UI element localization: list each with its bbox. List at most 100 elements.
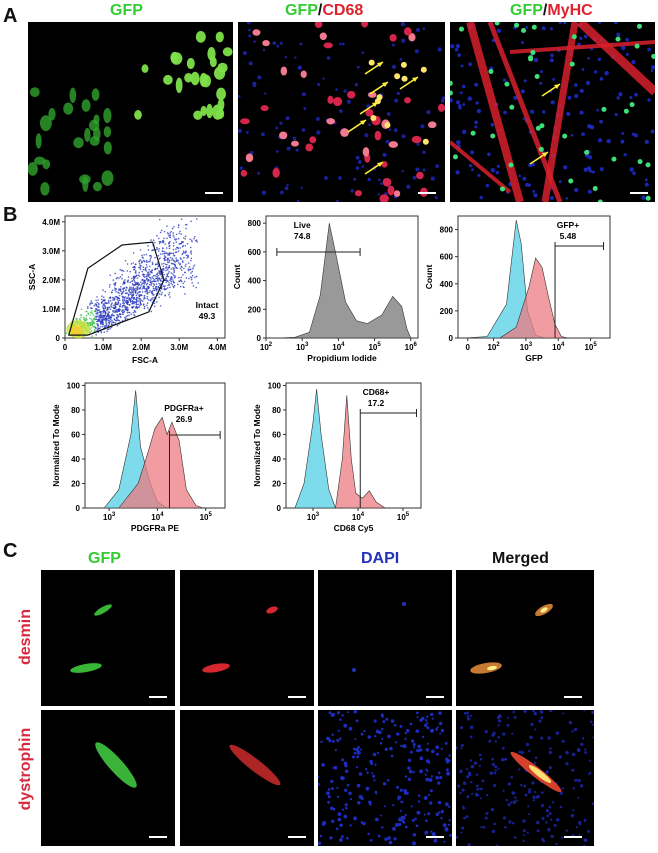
gate-live-value: 74.8 (294, 231, 311, 241)
cell-nucleus (532, 799, 536, 802)
cell-nucleus (252, 84, 256, 88)
event-dot (119, 276, 122, 278)
cell-nucleus (384, 747, 388, 752)
cell (202, 663, 230, 673)
event-dot (189, 276, 192, 278)
y-tick-label: 600 (440, 253, 454, 262)
cell (28, 162, 38, 176)
event-dot (150, 278, 152, 280)
cell-nucleus (581, 737, 585, 740)
x-tick-label: 1.0M (94, 343, 112, 352)
event-dot (195, 239, 198, 242)
event-dot (107, 311, 110, 313)
event-dot (170, 268, 173, 270)
cell-nucleus (341, 714, 344, 717)
event-dot (163, 257, 166, 260)
x-axis-label: Propidium Iodide (307, 353, 377, 363)
event-dot (91, 319, 94, 322)
event-dot (175, 248, 177, 250)
cell-nucleus (438, 811, 441, 814)
arrow-head (554, 84, 560, 89)
event-dot (148, 283, 151, 286)
event-dot (101, 319, 103, 321)
cell-nucleus (419, 756, 424, 761)
cell-nucleus (382, 720, 386, 724)
gate-polygon (68, 241, 165, 336)
event-dot (139, 301, 142, 304)
cell (92, 181, 102, 192)
cell-nucleus (326, 791, 330, 796)
event-dot (138, 291, 141, 293)
cell-nucleus (246, 22, 251, 25)
event-dot (172, 234, 175, 236)
event-dot (99, 311, 101, 314)
event-dot (141, 254, 143, 257)
event-dot (151, 263, 154, 266)
cell-nucleus (401, 38, 406, 43)
event-dot (150, 284, 152, 286)
cell-nucleus (572, 787, 575, 790)
event-dot (114, 301, 117, 304)
cell-nucleus (459, 791, 462, 795)
y-tick-label: 40 (71, 455, 80, 464)
event-dot (171, 273, 174, 275)
cell-nucleus (330, 787, 334, 791)
cell-nucleus (422, 150, 426, 154)
event-dot (164, 243, 167, 245)
event-dot (82, 316, 85, 319)
cell-nucleus (599, 167, 604, 172)
cell-nucleus (424, 723, 428, 728)
cell-nucleus (561, 739, 565, 743)
event-dot (132, 301, 134, 303)
event-dot (130, 263, 133, 265)
cell-nucleus (591, 170, 595, 174)
event-dot (131, 296, 134, 299)
cell-nucleus (372, 752, 377, 757)
cell-nucleus (570, 134, 574, 137)
event-dot (158, 237, 160, 240)
event-dot (158, 258, 161, 260)
event-dot (85, 314, 88, 317)
arrow-head (360, 120, 366, 125)
cell-nucleus (435, 752, 439, 756)
cell-nucleus (482, 826, 486, 829)
cell-nucleus (424, 719, 428, 722)
event-dot (87, 307, 89, 310)
cell-nucleus (238, 128, 243, 134)
cell (422, 138, 429, 145)
event-dot (142, 259, 145, 262)
event-dot (97, 323, 99, 325)
cell-nucleus (412, 833, 417, 837)
cell-nucleus (339, 838, 343, 842)
event-dot (158, 269, 160, 272)
event-dot (174, 261, 176, 263)
cell-nucleus (297, 66, 302, 70)
cell-nucleus (329, 806, 334, 811)
cell-nucleus (647, 47, 651, 52)
cell-nucleus (480, 826, 483, 829)
event-dot (108, 321, 111, 324)
cell-nucleus (316, 130, 321, 135)
event-dot (158, 282, 160, 285)
event-dot (138, 287, 141, 290)
event-dot (175, 266, 177, 269)
cell-nucleus (575, 826, 579, 829)
event-dot (137, 297, 139, 299)
cell (280, 66, 288, 76)
event-dot (146, 286, 149, 288)
cell-nucleus (614, 113, 618, 117)
event-dot (173, 284, 176, 287)
cell-nucleus (644, 139, 649, 144)
y-tick-label: 600 (248, 248, 262, 257)
cell-nucleus (539, 710, 544, 714)
cell (362, 147, 370, 157)
event-dot (129, 291, 132, 294)
cell-nucleus (445, 768, 449, 772)
event-dot (169, 234, 172, 236)
y-tick-label: 0 (56, 334, 61, 343)
cell-nucleus (460, 726, 464, 730)
cell-nucleus (355, 747, 360, 752)
event-dot (119, 304, 121, 307)
cell-nucleus (344, 803, 348, 807)
cell-nucleus (621, 140, 624, 144)
